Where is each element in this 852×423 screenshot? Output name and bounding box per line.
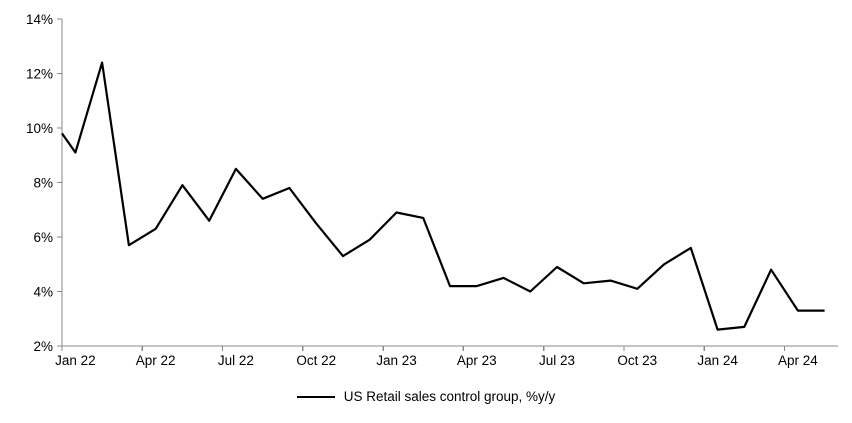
x-axis-tick-label: Oct 22 [296, 353, 336, 368]
x-axis-tick-label: Oct 23 [617, 353, 657, 368]
series-line [61, 61, 825, 331]
legend-line-sample [296, 395, 335, 398]
x-axis-tick-label: Apr 24 [778, 353, 818, 368]
x-axis-tick-label: Jan 23 [376, 353, 417, 368]
y-axis-tick-label: 14% [26, 12, 53, 27]
x-axis-tick-label: Apr 22 [136, 353, 176, 368]
x-axis-tick-label: Jul 22 [218, 353, 254, 368]
x-axis-tick-label: Jul 23 [539, 353, 575, 368]
y-axis-tick-label: 2% [33, 339, 53, 354]
x-axis-tick-label: Apr 23 [457, 353, 497, 368]
y-axis-tick-label: 8% [33, 175, 53, 190]
y-axis-tick-label: 10% [26, 121, 53, 136]
legend-label: US Retail sales control group, %y/y [343, 389, 556, 404]
y-axis-tick-label: 4% [33, 284, 53, 299]
y-axis-tick-label: 6% [33, 230, 53, 245]
x-axis-tick-label: Jan 22 [55, 353, 96, 368]
legend: US Retail sales control group, %y/y [0, 389, 852, 404]
x-axis-tick-label: Jan 24 [697, 353, 738, 368]
y-axis-tick-label: 12% [26, 66, 53, 81]
